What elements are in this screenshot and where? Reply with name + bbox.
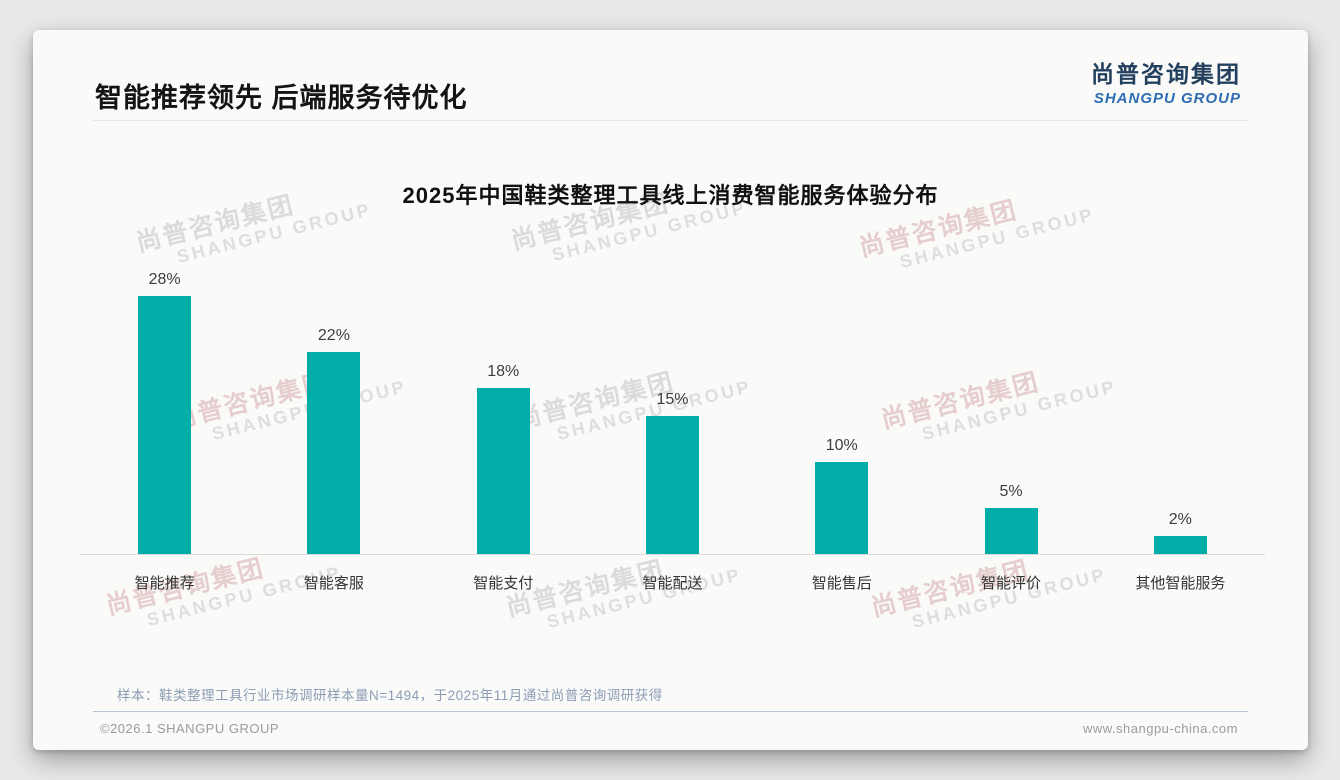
bar-value-label: 22% — [317, 326, 350, 344]
category-labels-row: 智能推荐 智能客服 智能支付 智能配送 智能售后 智能评价 其他智能服务 — [80, 555, 1265, 593]
bar-category-label: 智能推荐 — [134, 575, 195, 592]
bar-category-label: 智能支付 — [473, 575, 534, 592]
bar-category-label: 其他智能服务 — [1135, 575, 1226, 592]
bar — [815, 462, 869, 554]
slide-content: 智能推荐领先 后端服务待优化 尚普咨询集团 SHANGPU GROUP 2025… — [33, 30, 1308, 750]
bar — [476, 388, 530, 554]
bar-column: 28% — [80, 255, 249, 554]
bar-chart: 28% 22% 18% 15% 10% 5% 2% 智能推荐 智能客服 智能支付 智能配送 智能售后… — [80, 255, 1265, 593]
slide-card: 尚普咨询集团 SHANGPU GROUP 尚普咨询集团 SHANGPU GROUP 尚普… — [33, 30, 1308, 750]
bar-value-label: 2% — [1168, 510, 1192, 528]
bar-value-label: 5% — [999, 483, 1023, 500]
bar-category-label: 智能评价 — [981, 575, 1042, 592]
bar-category-label: 智能客服 — [303, 575, 364, 592]
footer-website: www.shangpu-china.com — [1082, 721, 1238, 736]
bars-row: 28% 22% 18% 15% 10% 5% 2% — [80, 255, 1265, 554]
bar-column: 10% — [757, 255, 926, 554]
bar-column: 5% — [926, 255, 1095, 554]
bar-value-label: 18% — [487, 363, 520, 381]
bar-value-label: 10% — [825, 437, 858, 454]
x-axis-line — [80, 554, 1265, 555]
chart-title: 2025年中国鞋类整理工具线上消费智能服务体验分布 — [402, 183, 939, 208]
bar-column: 2% — [1096, 255, 1265, 554]
bar-column: 18% — [419, 255, 588, 554]
bar — [1153, 535, 1207, 554]
footer-divider — [93, 711, 1248, 712]
bar-category-label: 智能配送 — [642, 575, 703, 592]
logo-english-name: SHANGPU GROUP — [1093, 90, 1241, 107]
sample-note: 样本：鞋类整理工具行业市场调研样本量N=1494，于2025年11月通过尚普咨询… — [117, 688, 663, 703]
logo-chinese-name: 尚普咨询集团 — [1091, 61, 1241, 87]
bar — [307, 351, 361, 554]
page-title: 智能推荐领先 后端服务待优化 — [95, 83, 468, 113]
company-logo: 尚普咨询集团 SHANGPU GROUP — [1091, 55, 1241, 107]
bar — [645, 416, 699, 554]
bar-value-label: 28% — [148, 271, 181, 289]
bar — [984, 508, 1038, 554]
bar-value-label: 15% — [656, 391, 689, 408]
bar-column: 22% — [249, 255, 418, 554]
bar — [138, 296, 192, 554]
footer-copyright: ©2026.1 SHANGPU GROUP — [100, 721, 280, 736]
title-divider — [93, 120, 1248, 121]
bar-column: 15% — [588, 255, 757, 554]
bar-category-label: 智能售后 — [811, 575, 872, 592]
